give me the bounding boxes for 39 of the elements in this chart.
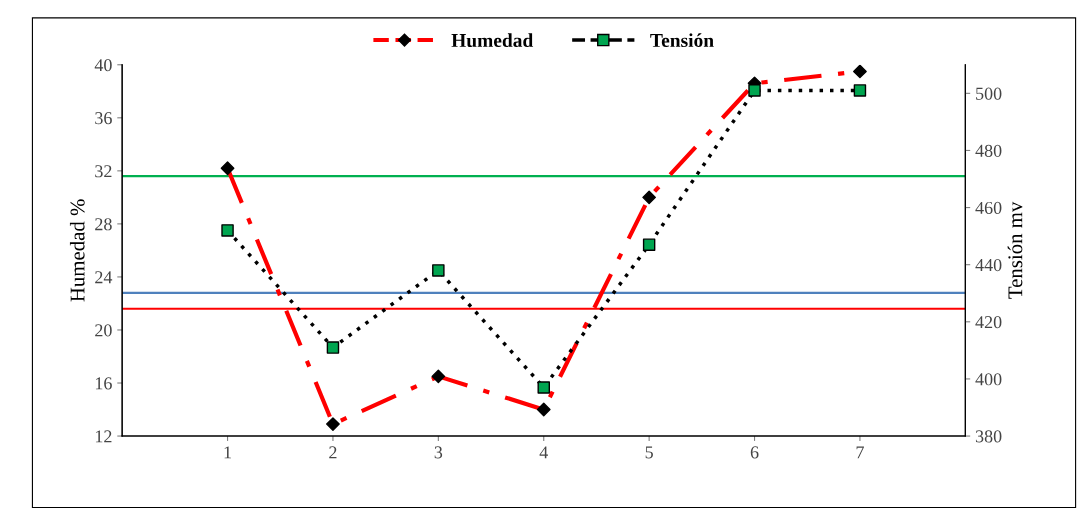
y2-tick-label: 400 (975, 373, 1002, 386)
point (537, 381, 550, 394)
x-tick-label: 3 (434, 446, 443, 459)
y-tick-label: 16 (95, 377, 112, 390)
y-tick-label: 20 (95, 324, 112, 337)
x-tick-label: 7 (856, 446, 864, 459)
legend-label: Humedad (451, 33, 534, 48)
y2-axis-title: Tensión mv (1007, 201, 1023, 299)
y2-tick-label: 440 (975, 258, 1002, 272)
y-tick-label: 32 (95, 165, 112, 178)
y2-tick-label: 480 (975, 144, 1002, 157)
y2-tick-label: 460 (975, 201, 1002, 215)
y-axis-title: Humedad % (69, 199, 85, 302)
point (432, 264, 445, 277)
point (748, 84, 761, 97)
x-tick-label: 5 (645, 446, 653, 459)
x-tick-label: 6 (750, 446, 759, 459)
point (536, 402, 551, 417)
x-tick-label: 2 (329, 446, 337, 459)
point (221, 224, 234, 237)
y-tick-label: 40 (94, 59, 112, 72)
y-tick-label: 24 (95, 271, 113, 284)
x-tick-label: 4 (539, 446, 548, 459)
x-tick-label: 1 (224, 446, 231, 459)
y2-tick-label: 420 (975, 316, 1002, 329)
y-tick-label: 28 (95, 218, 112, 231)
y2-tick-label: 380 (975, 430, 1002, 443)
y-tick-label: 36 (95, 112, 112, 125)
point (642, 238, 656, 251)
point (853, 64, 867, 79)
point (326, 341, 340, 354)
y2-tick-label: 500 (976, 87, 1002, 100)
point (642, 190, 657, 205)
point (853, 84, 867, 97)
point (220, 161, 235, 176)
point (431, 369, 446, 384)
legend-label: Tensión (650, 33, 714, 48)
point (326, 417, 340, 432)
y-tick-label: 12 (95, 430, 112, 443)
